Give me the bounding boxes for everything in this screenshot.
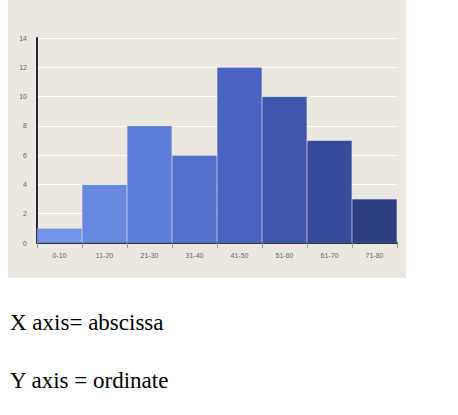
- svg-text:11-20: 11-20: [96, 252, 113, 259]
- svg-text:14: 14: [19, 35, 27, 42]
- svg-text:4: 4: [23, 181, 27, 188]
- svg-text:21-30: 21-30: [141, 252, 159, 259]
- html-text:Y axis = ordinate: Y axis = ordinate: [10, 368, 169, 393]
- svg-text:41-50: 41-50: [231, 252, 249, 259]
- svg-text:10: 10: [19, 93, 27, 100]
- html-text:X axis= abscissa: X axis= abscissa: [10, 310, 164, 335]
- svg-text:0-10: 0-10: [52, 252, 66, 259]
- svg-text:51-60: 51-60: [276, 252, 294, 259]
- svg-text:71-80: 71-80: [366, 252, 384, 259]
- svg-text:12: 12: [19, 64, 27, 71]
- svg-text:61-70: 61-70: [321, 252, 339, 259]
- svg-text:2: 2: [23, 210, 27, 217]
- svg-text:6: 6: [23, 152, 27, 159]
- svg-text:0: 0: [23, 240, 27, 247]
- svg-text:8: 8: [23, 122, 27, 129]
- svg-text:31-40: 31-40: [186, 252, 204, 259]
